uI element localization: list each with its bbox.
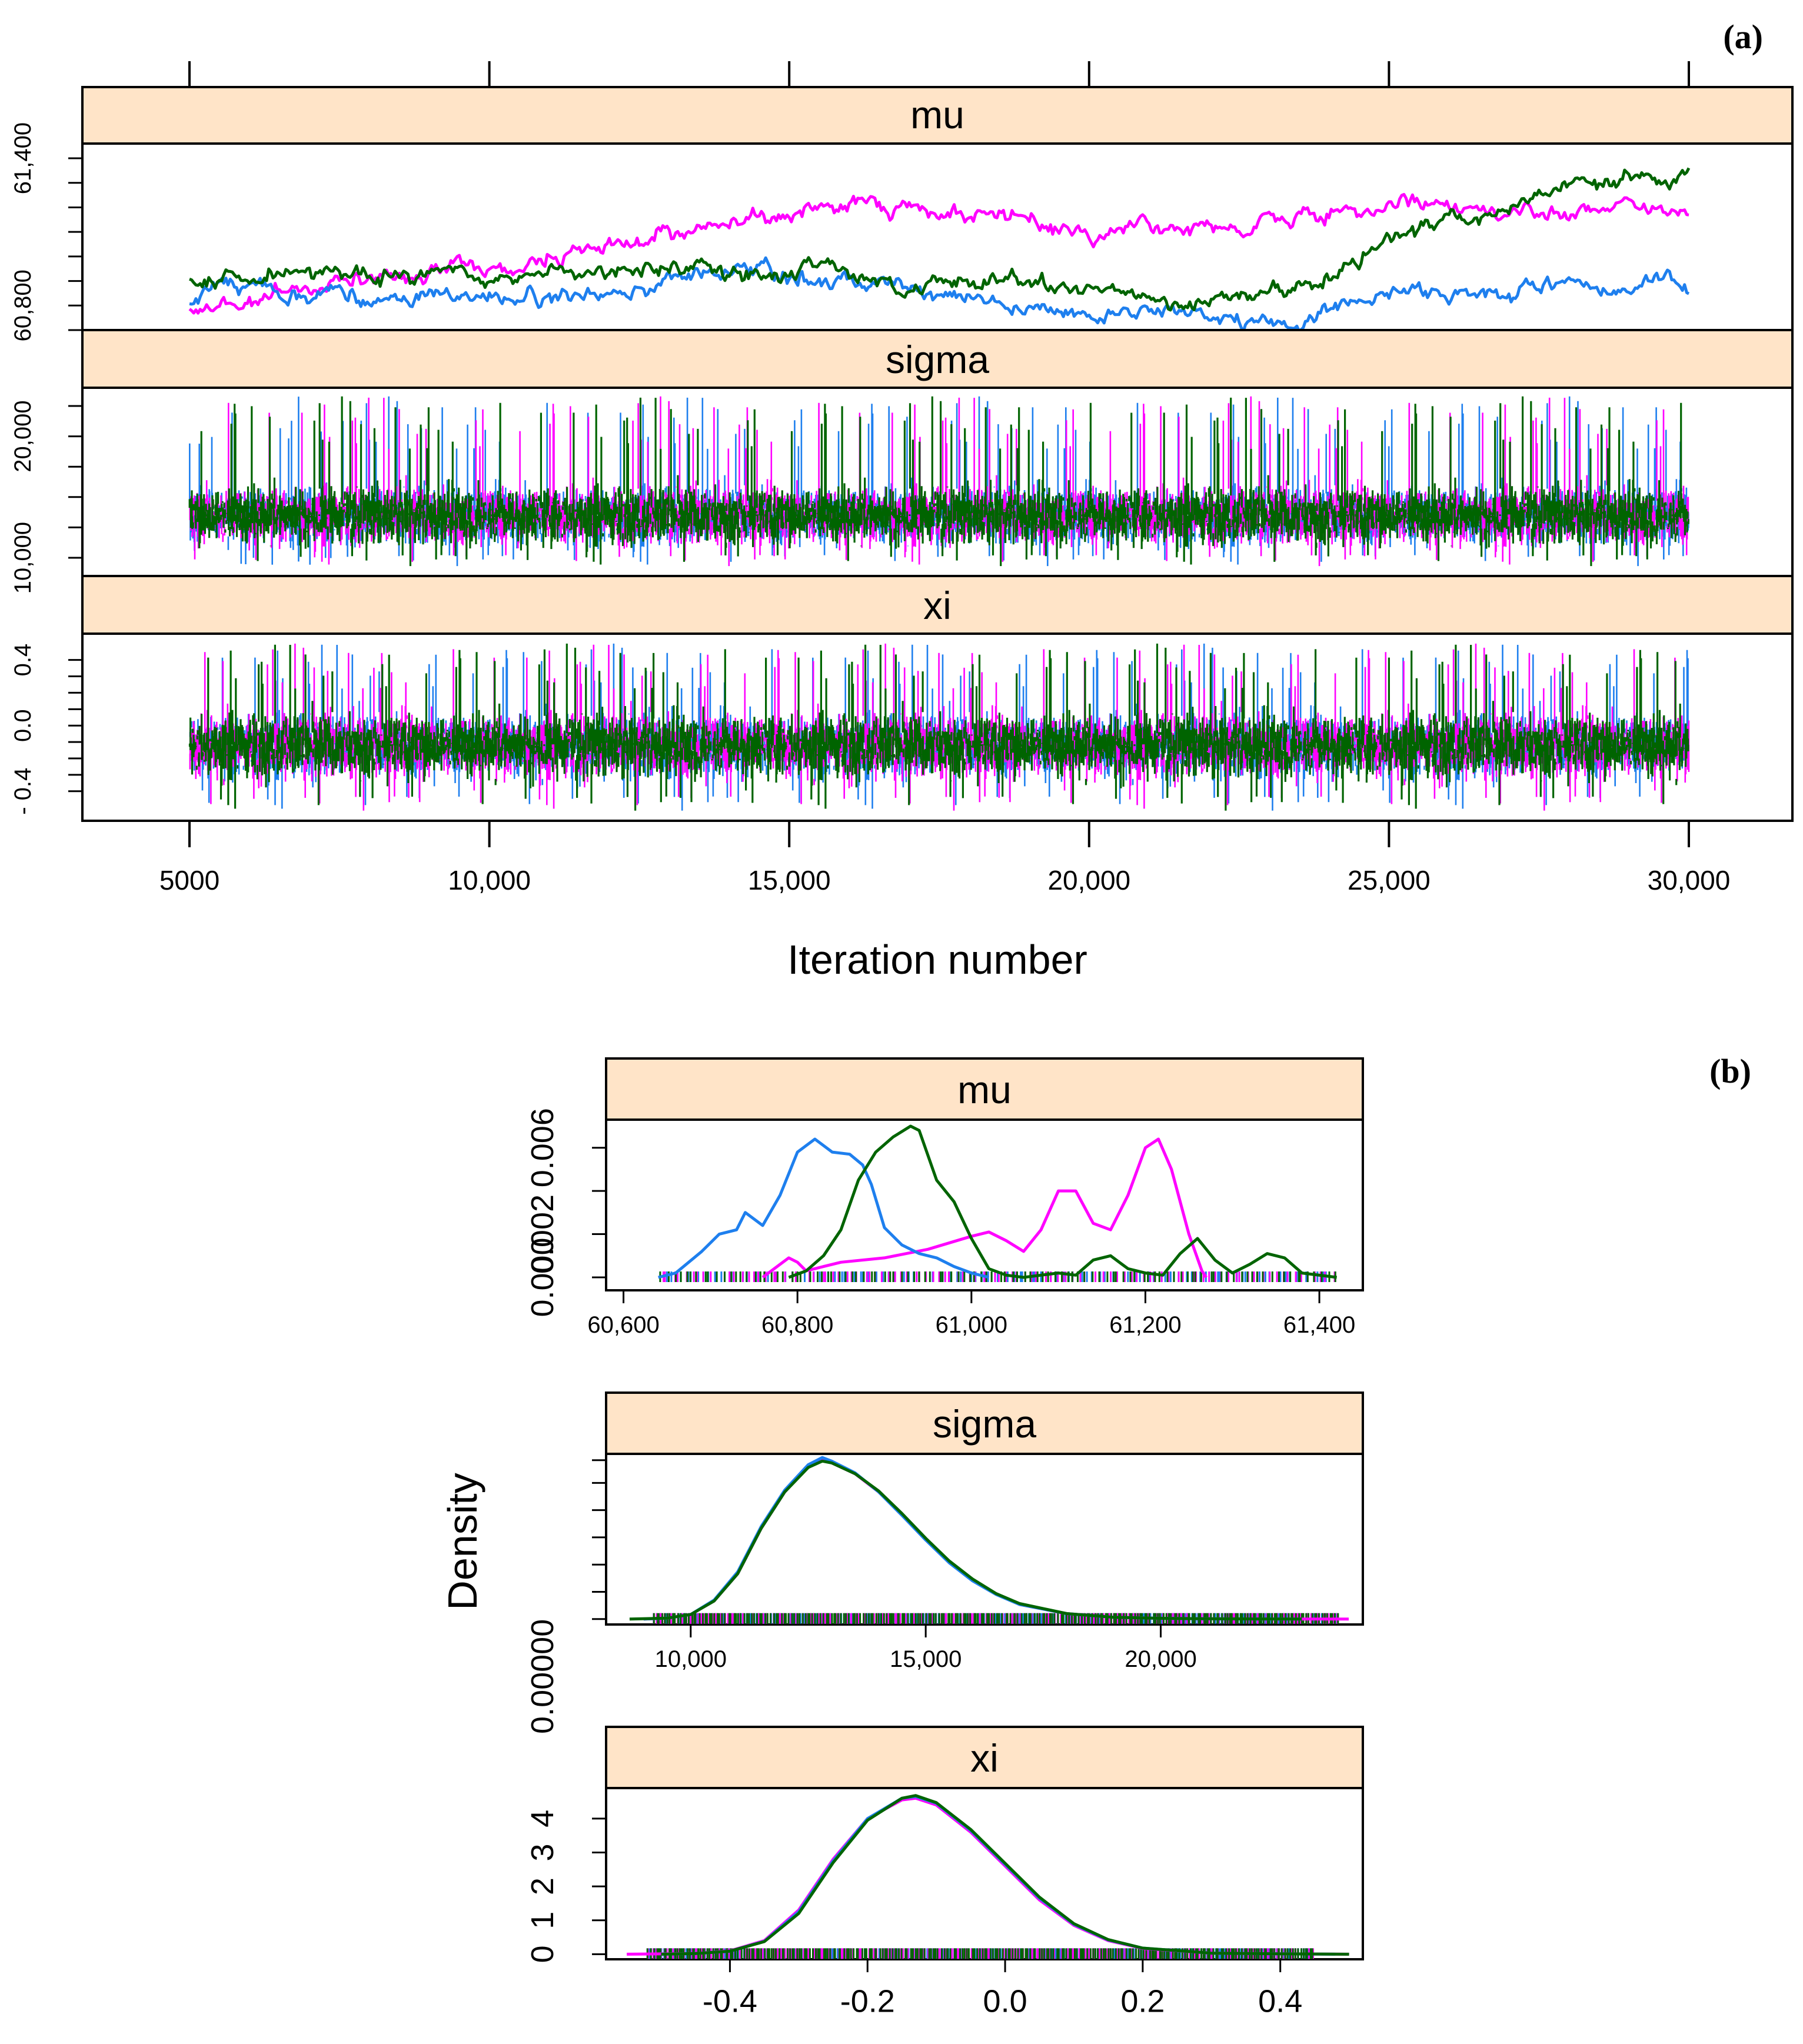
y-tick-label: 0.4	[10, 644, 36, 677]
x-tick-label: 25,000	[1348, 865, 1431, 896]
panel-label-b: (b)	[1709, 1052, 1751, 1090]
y-tick-label: 0.000	[525, 1237, 560, 1317]
x-tick-label: 5000	[159, 865, 219, 896]
y-tick-label: 0.006	[525, 1108, 560, 1187]
x-tick-label: 20,000	[1125, 1646, 1196, 1672]
x-tick-label: 0.4	[1258, 1984, 1302, 2019]
x-tick-label: 0.2	[1120, 1984, 1165, 2019]
x-tick-label: 60,600	[587, 1312, 659, 1338]
y-tick-label: 0.00000	[525, 1619, 560, 1734]
y-tick-label: 20,000	[10, 400, 36, 472]
y-axis: 0.0000.002 0.006	[525, 1108, 606, 1317]
x-tick-label: 15,000	[890, 1646, 962, 1672]
density-panel-sigma: sigma 0.00000 10,000 15,000 20,000	[525, 1391, 1364, 1734]
x-tick-label: 15,000	[748, 865, 831, 896]
trace-plot: mu 60,800 61,400 sigma 10,000 20,000 xi - …	[10, 61, 1794, 983]
series-group	[629, 1456, 1349, 1621]
density-line-chain-3	[788, 1124, 1338, 1279]
series-group	[627, 1794, 1349, 1956]
y-tick-label: 3	[525, 1843, 560, 1861]
x-tick-label: 60,800	[761, 1312, 833, 1338]
x-tick-label: 0.0	[983, 1984, 1027, 2019]
trace-panel-sigma: sigma 10,000 20,000	[10, 329, 1794, 594]
y-tick-label: 1	[525, 1912, 560, 1929]
strip-background	[81, 575, 1794, 635]
y-axis: 0 1 2 3 4	[525, 1810, 606, 1963]
y-tick-label: 0.0	[10, 709, 36, 742]
series-group	[658, 1124, 1338, 1279]
x-axis: 60,600 60,800 61,000 61,200 61,400	[587, 1290, 1355, 1338]
x-tick-label: 10,000	[448, 865, 531, 896]
y-tick-label: 61,400	[10, 122, 36, 194]
y-tick-label: - 0.4	[10, 768, 36, 815]
y-axis: 0.00000	[525, 1459, 606, 1734]
y-tick-label: 2	[525, 1877, 560, 1895]
density-line-chain-3	[629, 1459, 1302, 1621]
x-tick-label: 10,000	[655, 1646, 727, 1672]
strip-label: xi	[970, 1736, 999, 1780]
trace-chain-3	[188, 643, 1689, 811]
strip-label: sigma	[933, 1402, 1036, 1446]
y-tick-label: 0	[525, 1945, 560, 1963]
trace-chain-3	[188, 396, 1689, 567]
x-tick-label: 30,000	[1648, 865, 1731, 896]
density-panel-xi: xi 0 1 2 3 4 -0.4 -0.2 0.0 0.2 0.4	[525, 1726, 1364, 2019]
strip-label: xi	[923, 584, 952, 627]
panel-frame	[605, 1787, 1364, 1960]
strip-background	[605, 1391, 1364, 1455]
x-tick-label: -0.2	[840, 1984, 895, 2019]
series-group	[188, 167, 1691, 330]
strip-label: mu	[910, 93, 964, 137]
strip-background	[81, 329, 1794, 389]
y-axis-title: Density	[440, 1473, 485, 1610]
x-tick-label: -0.4	[703, 1984, 757, 2019]
series-line-chain-3	[189, 167, 1691, 312]
series-group	[188, 643, 1690, 811]
density-line-chain-3	[661, 1794, 1349, 1956]
density-line-chain-2	[658, 1137, 990, 1279]
x-axis: 10,000 15,000 20,000	[655, 1624, 1197, 1672]
top-axis-ticks	[188, 61, 1690, 87]
strip-label: sigma	[886, 338, 989, 381]
series-group	[188, 396, 1690, 567]
panel-frame	[605, 1453, 1364, 1626]
density-panel-mu: mu 0.0000.002 0.006 60,600 60,800 61,000 61,…	[525, 1057, 1364, 1338]
x-axis: -0.4 -0.2 0.0 0.2 0.4	[703, 1959, 1302, 2019]
y-axis: - 0.4 0.0 0.4	[10, 644, 82, 815]
x-tick-label: 61,400	[1283, 1312, 1355, 1338]
y-tick-label: 4	[525, 1810, 560, 1827]
panel-label-a: (a)	[1723, 18, 1763, 56]
x-tick-label: 61,200	[1109, 1312, 1181, 1338]
x-tick-label: 61,000	[936, 1312, 1007, 1338]
trace-panel-xi: xi - 0.4 0.0 0.4	[10, 575, 1794, 822]
panel-frame	[81, 142, 1794, 331]
y-tick-label: 60,800	[10, 269, 36, 341]
y-tick-label: 10,000	[10, 522, 36, 594]
y-tick-label: 0.002	[525, 1194, 560, 1274]
y-axis: 10,000 20,000	[10, 400, 82, 594]
x-axis: 5000 10,000 15,000 20,000 25,000 30,000	[159, 821, 1731, 896]
trace-panel-mu: mu 60,800 61,400	[10, 86, 1794, 341]
x-tick-label: 20,000	[1047, 865, 1130, 896]
y-axis: 60,800 61,400	[10, 122, 82, 341]
strip-label: mu	[957, 1068, 1012, 1111]
series-line-chain-2	[189, 256, 1690, 330]
strip-background	[605, 1057, 1364, 1121]
x-axis-title: Iteration number	[787, 937, 1087, 983]
